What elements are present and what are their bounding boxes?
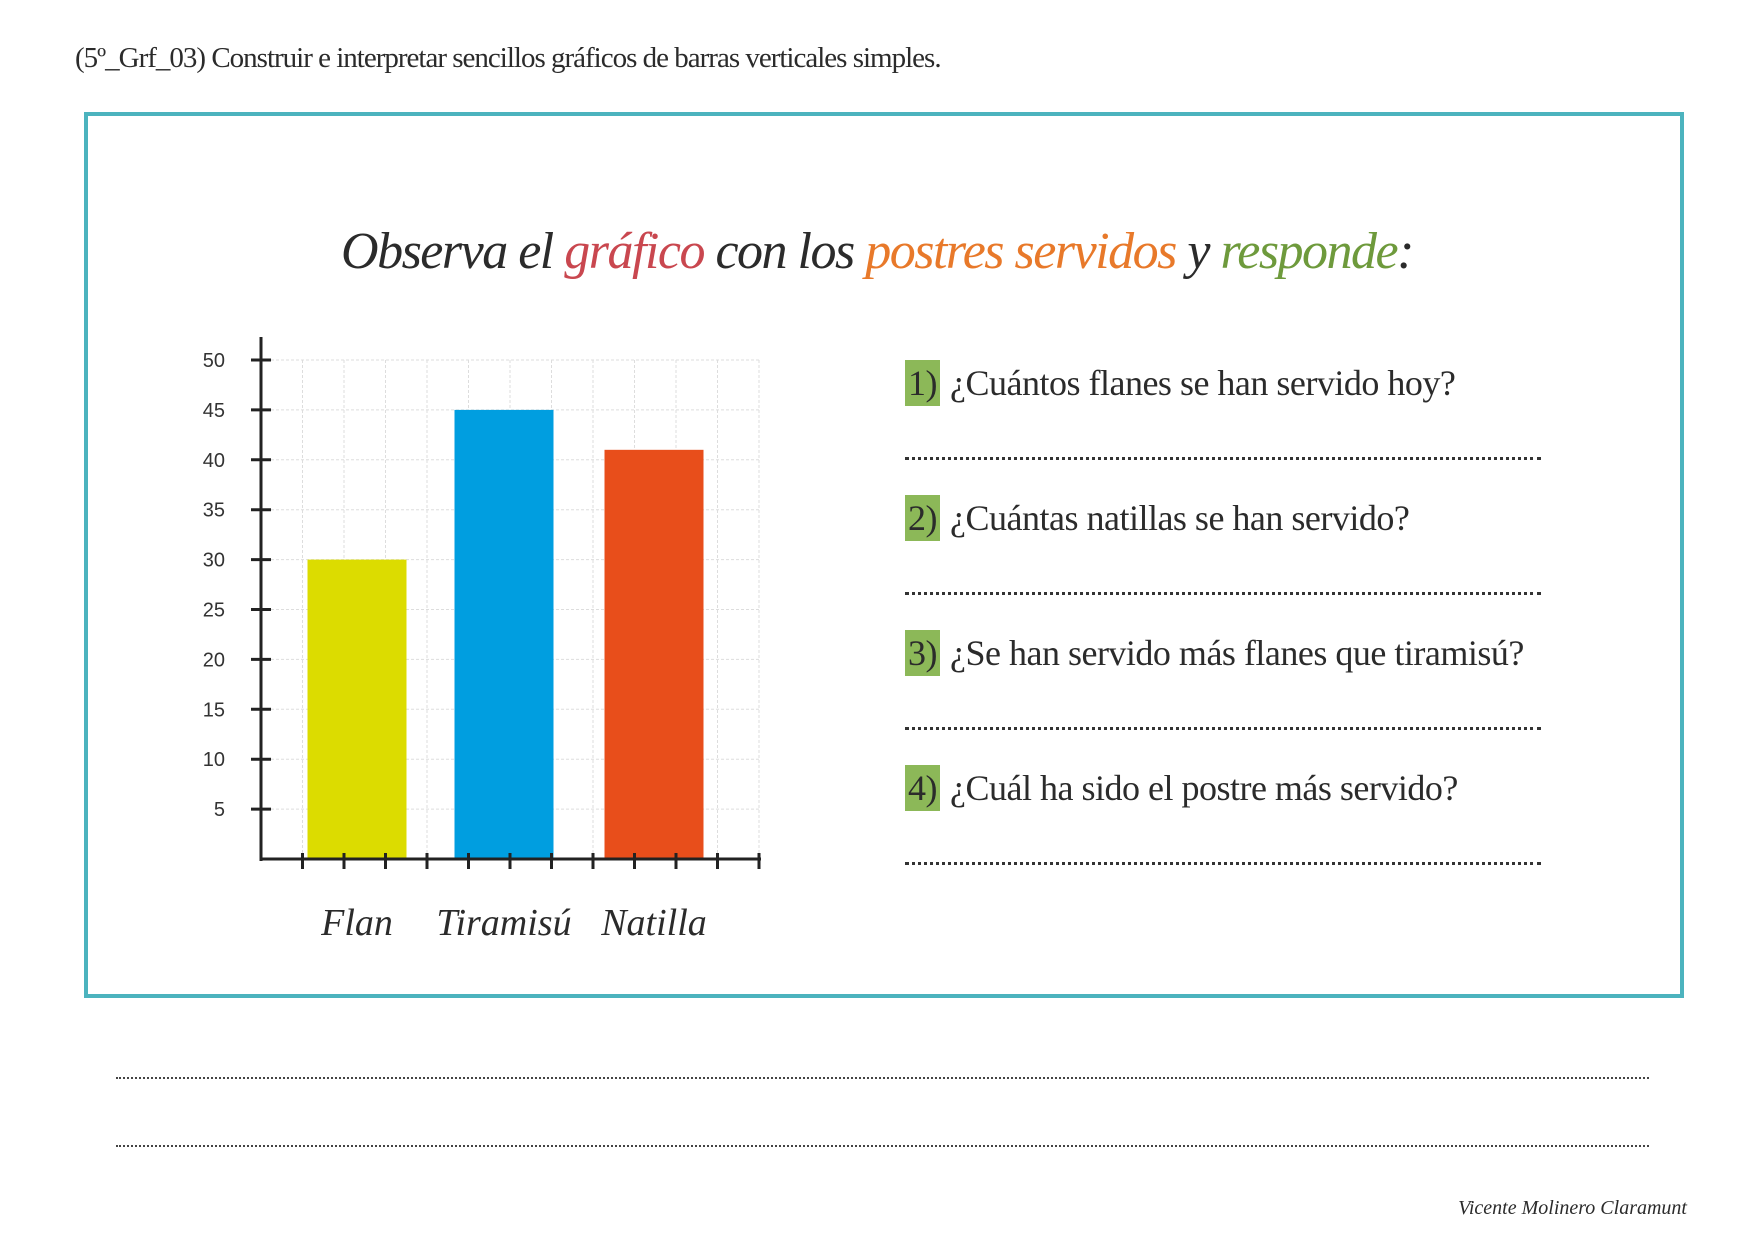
question-text: ¿Cuántas natillas se han servido? (950, 498, 1410, 538)
question-number: 1) (905, 360, 940, 406)
y-tick-label: 20 (203, 649, 225, 671)
x-tick-label: Flan (320, 902, 393, 944)
title-part: gráfico (564, 223, 705, 280)
title-part: con los (703, 223, 866, 280)
exercise-title: Observa el gráfico con los postres servi… (0, 222, 1754, 281)
title-part: Observa el (341, 223, 565, 280)
bar-flan (307, 559, 407, 859)
title-part: y (1175, 223, 1221, 280)
y-tick-label: 5 (214, 799, 225, 821)
title-part: responde (1220, 223, 1398, 280)
y-tick-label: 30 (203, 550, 225, 572)
y-tick-label: 45 (203, 400, 225, 422)
question-4: 4) ¿Cuál ha sido el postre más servido? (905, 765, 1458, 811)
extra-answer-line-2[interactable] (116, 1145, 1649, 1147)
extra-answer-line-1[interactable] (116, 1077, 1649, 1079)
author-signature: Vicente Molinero Claramunt (1458, 1197, 1687, 1219)
answer-line-2[interactable] (905, 592, 1541, 595)
y-tick-label: 35 (203, 500, 225, 522)
bar-natilla (604, 449, 704, 859)
y-tick-label: 15 (203, 699, 225, 721)
answer-line-4[interactable] (905, 862, 1541, 865)
y-tick-label: 40 (203, 450, 225, 472)
y-tick-label: 10 (203, 749, 225, 771)
x-tick-label: Tiramisú (436, 902, 571, 944)
title-part: postres servidos (865, 223, 1177, 280)
question-text: ¿Cuántos flanes se han servido hoy? (950, 363, 1456, 403)
answer-line-3[interactable] (905, 727, 1541, 730)
title-part: : (1397, 223, 1414, 280)
question-number: 3) (905, 630, 940, 676)
question-2: 2) ¿Cuántas natillas se han servido? (905, 495, 1410, 541)
answer-line-1[interactable] (905, 457, 1541, 460)
question-number: 2) (905, 495, 940, 541)
y-tick-label: 25 (203, 600, 225, 622)
exercise-frame (84, 112, 1684, 998)
question-text: ¿Se han servido más flanes que tiramisú? (950, 633, 1524, 673)
question-text: ¿Cuál ha sido el postre más servido? (950, 768, 1458, 808)
y-tick-label: 50 (203, 350, 225, 372)
question-number: 4) (905, 765, 940, 811)
worksheet-header: (5º_Grf_03) Construir e interpretar senc… (75, 42, 942, 74)
x-tick-label: Natilla (600, 902, 707, 944)
question-3: 3) ¿Se han servido más flanes que tiramis… (905, 630, 1524, 676)
question-1: 1) ¿Cuántos flanes se han servido hoy? (905, 360, 1456, 406)
bar-tiramisú (454, 409, 554, 859)
